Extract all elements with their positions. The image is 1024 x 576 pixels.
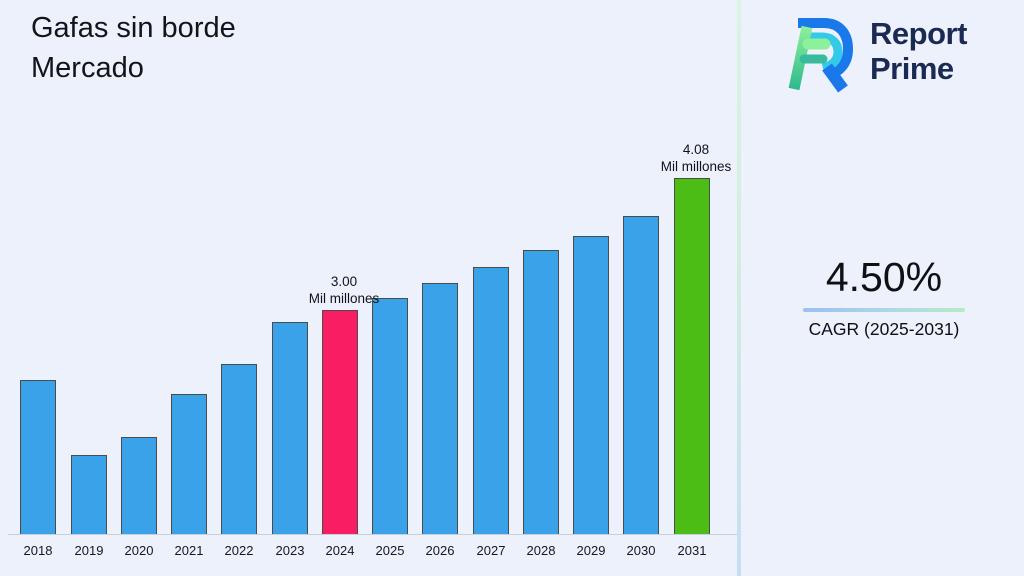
bar-2026: [422, 283, 458, 535]
bar-2022: [221, 364, 257, 535]
bar-2020: [121, 437, 157, 535]
brand-logo-text: Report Prime: [870, 16, 967, 86]
bar-2030: [623, 216, 659, 535]
x-tick-2031: 2031: [677, 543, 707, 558]
brand-name-line1: Report: [870, 16, 967, 51]
bar-label-2031: 4.08 Mil millones: [636, 142, 756, 175]
page-title-line1: Gafas sin borde: [31, 12, 236, 44]
x-tick-2025: 2025: [375, 543, 405, 558]
x-tick-2024: 2024: [325, 543, 355, 558]
page-title-line2: Mercado: [31, 52, 144, 84]
cagr-value: 4.50%: [825, 254, 943, 300]
x-tick-2030: 2030: [626, 543, 656, 558]
x-tick-2023: 2023: [275, 543, 305, 558]
bar-2021: [171, 394, 207, 535]
cagr-underline: [803, 308, 965, 312]
bar-2023: [272, 322, 308, 535]
bar-2027: [473, 267, 509, 535]
x-axis-line: [8, 534, 737, 535]
x-tick-2026: 2026: [425, 543, 455, 558]
x-tick-2028: 2028: [526, 543, 556, 558]
bar-label-unit: Mil millones: [660, 158, 732, 174]
bar-2019: [71, 455, 107, 535]
bar-2025: [372, 298, 408, 535]
bar-2029: [573, 236, 609, 535]
bar-2028: [523, 250, 559, 535]
bar-label-unit: Mil millones: [308, 290, 380, 306]
cagr-label: CAGR (2025-2031): [808, 319, 960, 339]
bar-2018: [20, 380, 56, 535]
x-tick-2027: 2027: [476, 543, 506, 558]
x-tick-2020: 2020: [124, 543, 154, 558]
vertical-divider: [737, 0, 741, 576]
x-tick-2022: 2022: [224, 543, 254, 558]
bar-label-value: 4.08: [682, 142, 710, 157]
page-title: Gafas sin borde Mercado: [31, 8, 236, 88]
bar-label-value: 3.00: [330, 274, 358, 289]
x-tick-2029: 2029: [576, 543, 606, 558]
x-tick-2019: 2019: [74, 543, 104, 558]
brand-name-line2: Prime: [870, 51, 954, 86]
x-tick-2018: 2018: [23, 543, 53, 558]
bar-2031: [674, 178, 710, 535]
cagr-panel: 4.50% CAGR (2025-2031): [770, 254, 998, 340]
bar-2024: [322, 310, 358, 535]
report-prime-mark-icon: [788, 18, 854, 93]
brand-logo-icon: [786, 13, 854, 99]
bar-label-2024: 3.00 Mil millones: [284, 274, 404, 307]
x-tick-2021: 2021: [174, 543, 204, 558]
